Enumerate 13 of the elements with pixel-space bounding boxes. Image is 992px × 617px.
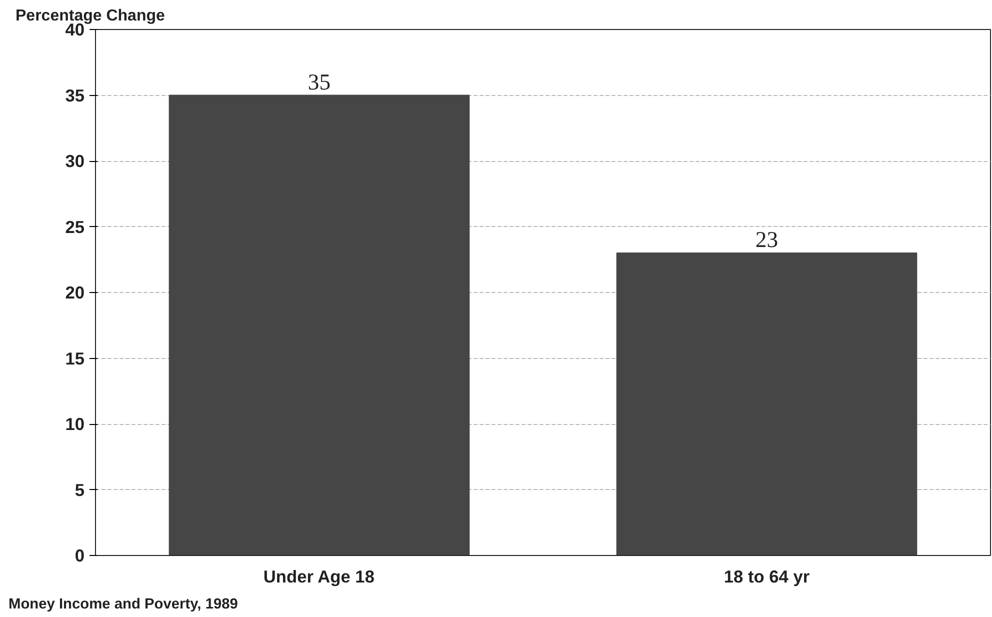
y-tick-label: 10 — [65, 414, 85, 434]
x-tick-label: Under Age 18 — [263, 566, 375, 586]
x-tick-label: 18 to 64 yr — [724, 566, 810, 586]
y-tick-label: 5 — [74, 480, 85, 500]
y-tick-label: 20 — [65, 282, 85, 302]
y-tick-label: 15 — [65, 348, 85, 368]
data-label: 35 — [308, 69, 331, 94]
text: Money Income and Poverty, 1989 — [8, 596, 238, 612]
y-tick-label: 0 — [74, 546, 85, 566]
y-tick-label: 25 — [65, 216, 85, 237]
y-tick-label: 30 — [65, 151, 85, 171]
data-label: 23 — [755, 227, 778, 252]
y-tick-label: 35 — [65, 85, 85, 106]
